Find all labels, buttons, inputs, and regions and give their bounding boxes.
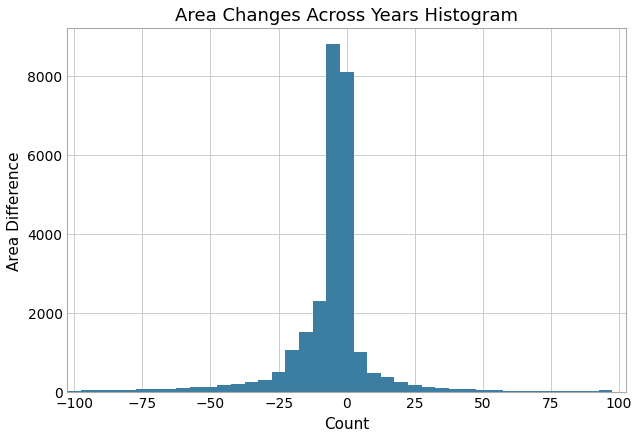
Bar	[244, 382, 258, 392]
Bar	[408, 385, 422, 392]
Bar	[313, 301, 326, 392]
Bar	[381, 377, 394, 392]
Bar	[149, 389, 163, 392]
Bar	[449, 389, 463, 392]
Bar	[285, 350, 299, 392]
Bar	[81, 390, 95, 392]
Bar	[258, 380, 272, 392]
Bar	[218, 385, 231, 392]
Bar	[231, 384, 244, 392]
Y-axis label: Area Difference: Area Difference	[7, 151, 22, 270]
Bar	[177, 388, 190, 392]
Bar	[544, 391, 558, 392]
Bar	[67, 391, 81, 392]
Bar	[435, 388, 449, 392]
Bar	[598, 391, 612, 392]
Bar	[558, 391, 572, 392]
Bar	[503, 391, 517, 392]
Bar	[163, 389, 177, 392]
Bar	[517, 391, 531, 392]
Bar	[299, 332, 313, 392]
Bar	[353, 352, 367, 392]
Bar	[122, 390, 136, 392]
Bar	[136, 389, 149, 392]
Bar	[490, 390, 503, 392]
Bar	[204, 387, 218, 392]
Bar	[422, 387, 435, 392]
Title: Area Changes Across Years Histogram: Area Changes Across Years Histogram	[175, 7, 518, 25]
Bar	[340, 73, 353, 392]
X-axis label: Count: Count	[324, 416, 369, 431]
Bar	[272, 372, 285, 392]
Bar	[367, 373, 381, 392]
Bar	[190, 387, 204, 392]
Bar	[108, 391, 122, 392]
Bar	[476, 390, 490, 392]
Bar	[463, 389, 476, 392]
Bar	[95, 391, 108, 392]
Bar	[531, 391, 544, 392]
Bar	[326, 45, 340, 392]
Bar	[394, 382, 408, 392]
